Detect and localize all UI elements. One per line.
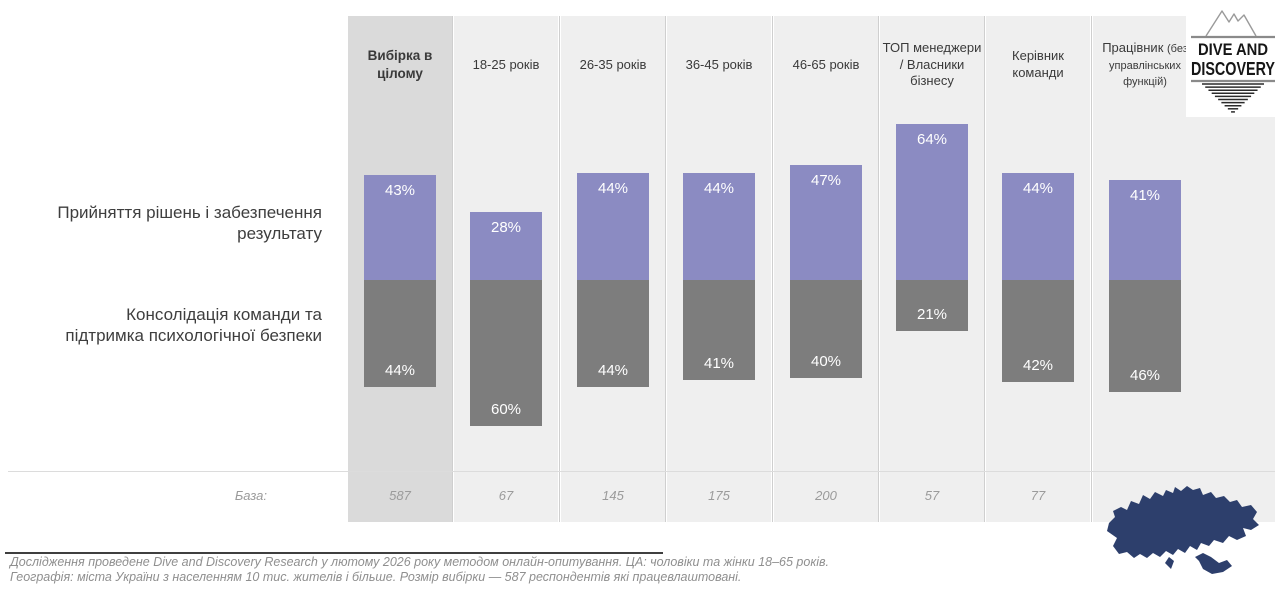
bar-consolidation: 46% — [1109, 280, 1181, 392]
bar-decision-value: 28% — [490, 219, 522, 236]
base-row-divider — [8, 471, 1275, 472]
column-separator — [559, 16, 560, 522]
base-value: 77 — [1030, 488, 1046, 503]
footnote-line-2: Географія: міста України з населенням 10… — [10, 570, 742, 584]
column-header-label: 36-45 років — [685, 56, 753, 72]
bar-consolidation: 42% — [1002, 280, 1074, 382]
column-header-text: 18-25 років — [471, 57, 542, 74]
footnote-divider — [5, 552, 663, 554]
column-header-label: 26-35 років — [579, 56, 647, 72]
bar-decision: 43% — [364, 175, 436, 280]
bar-decision: 44% — [683, 173, 755, 280]
column-header-label: Вибірка в цілому — [367, 48, 433, 81]
base-value: 200 — [815, 488, 837, 503]
bar-consolidation: 44% — [364, 280, 436, 387]
column-header-label: 46-65 років — [792, 56, 860, 72]
column-header: 36-45 років — [667, 22, 771, 108]
column-header-text: ТОП менеджери / Власники бізнесу — [881, 40, 984, 91]
column-header-text: 46-65 років — [791, 57, 862, 74]
bar-decision: 64% — [896, 124, 968, 280]
bar-consolidation: 60% — [470, 280, 542, 426]
bar-consolidation: 21% — [896, 280, 968, 331]
column-header-text: 36-45 років — [684, 57, 755, 74]
column-header-label: Працівник — [1102, 39, 1164, 55]
bar-decision-value: 44% — [703, 180, 735, 197]
bar-consolidation-value: 44% — [384, 362, 416, 379]
bar-decision: 41% — [1109, 180, 1181, 280]
bar-consolidation-value: 44% — [597, 362, 629, 379]
base-value: 57 — [924, 488, 940, 503]
footnote-line-1: Дослідження проведене Dive and Discovery… — [10, 555, 830, 569]
base-value: 587 — [389, 488, 411, 503]
column-header: Працівник (без управлінських функцій) — [1093, 22, 1197, 108]
column-panel: 18-25 років 28% 60% 67 — [454, 16, 558, 522]
column-header: 46-65 років — [774, 22, 878, 108]
dive-and-discovery-logo: DIVE AND DISCOVERY — [1186, 2, 1280, 117]
column-panel: Керівник команди 44% 42% 77 — [986, 16, 1090, 522]
column-header-text: Керівник команди — [1010, 48, 1066, 82]
column-panel: 26-35 років 44% 44% 145 — [561, 16, 665, 522]
column-header-text: 26-35 років — [578, 57, 649, 74]
column-panel: 36-45 років 44% 41% 175 — [667, 16, 771, 522]
bar-decision-value: 43% — [384, 182, 416, 199]
column-header: 26-35 років — [561, 22, 665, 108]
column-header: ТОП менеджери / Власники бізнесу — [880, 22, 984, 108]
column-separator — [878, 16, 879, 522]
bar-consolidation-value: 41% — [703, 355, 735, 372]
base-row-label: База: — [234, 488, 267, 503]
column-separator — [665, 16, 666, 522]
bar-consolidation-value: 46% — [1129, 367, 1161, 384]
bar-consolidation: 40% — [790, 280, 862, 378]
bar-consolidation-value: 40% — [810, 353, 842, 370]
column-header-label: ТОП менеджери / Власники бізнесу — [882, 39, 982, 89]
bar-decision-value: 64% — [916, 131, 948, 148]
base-value: 175 — [708, 488, 730, 503]
column-header: Вибірка в цілому — [348, 22, 452, 108]
series-label-consolidation: Консолідація команди та підтримка психол… — [65, 305, 322, 345]
logo-text-line2: DISCOVERY — [1191, 58, 1276, 79]
column-header-text: Працівник (без управлінських функцій) — [1093, 40, 1197, 91]
bar-decision: 44% — [577, 173, 649, 280]
footnote: Дослідження проведене Dive and Discovery… — [10, 555, 829, 585]
column-header: 18-25 років — [454, 22, 558, 108]
column-separator — [772, 16, 773, 522]
bar-consolidation-value: 21% — [916, 306, 948, 323]
column-panel: ТОП менеджери / Власники бізнесу 64% 21%… — [880, 16, 984, 522]
base-value: 145 — [602, 488, 624, 503]
column-separator — [1091, 16, 1092, 522]
column-panel: 46-65 років 47% 40% 200 — [774, 16, 878, 522]
column-header-sublabel: (без управлінських функцій) — [1109, 42, 1188, 89]
column-separator — [984, 16, 985, 522]
logo-text-line1: DIVE AND — [1198, 41, 1268, 59]
column-panel: Вибірка в цілому 43% 44% 587 — [348, 16, 452, 522]
column-header-text: Вибірка в цілому — [366, 47, 435, 82]
column-header-label: 18-25 років — [472, 56, 540, 72]
iceberg-cone — [1202, 83, 1264, 113]
bar-consolidation: 44% — [577, 280, 649, 387]
series-label-decision: Прийняття рішень і забезпечення результа… — [57, 203, 322, 243]
bar-consolidation-value: 42% — [1022, 357, 1054, 374]
bar-decision: 28% — [470, 212, 542, 280]
base-value: 67 — [498, 488, 514, 503]
bar-consolidation: 41% — [683, 280, 755, 380]
column-header-label: Керівник команди — [1012, 48, 1064, 80]
ukraine-map-icon — [1107, 486, 1259, 574]
column-header: Керівник команди — [986, 22, 1090, 108]
bar-decision-value: 41% — [1129, 187, 1161, 204]
bar-decision-value: 47% — [810, 172, 842, 189]
bar-decision-value: 44% — [1022, 180, 1054, 197]
bar-decision: 44% — [1002, 173, 1074, 280]
column-separator — [452, 16, 453, 522]
bar-decision-value: 44% — [597, 180, 629, 197]
bar-decision: 47% — [790, 165, 862, 280]
iceberg-logo-icon: DIVE AND DISCOVERY — [1191, 10, 1276, 113]
bar-consolidation-value: 60% — [490, 401, 522, 418]
